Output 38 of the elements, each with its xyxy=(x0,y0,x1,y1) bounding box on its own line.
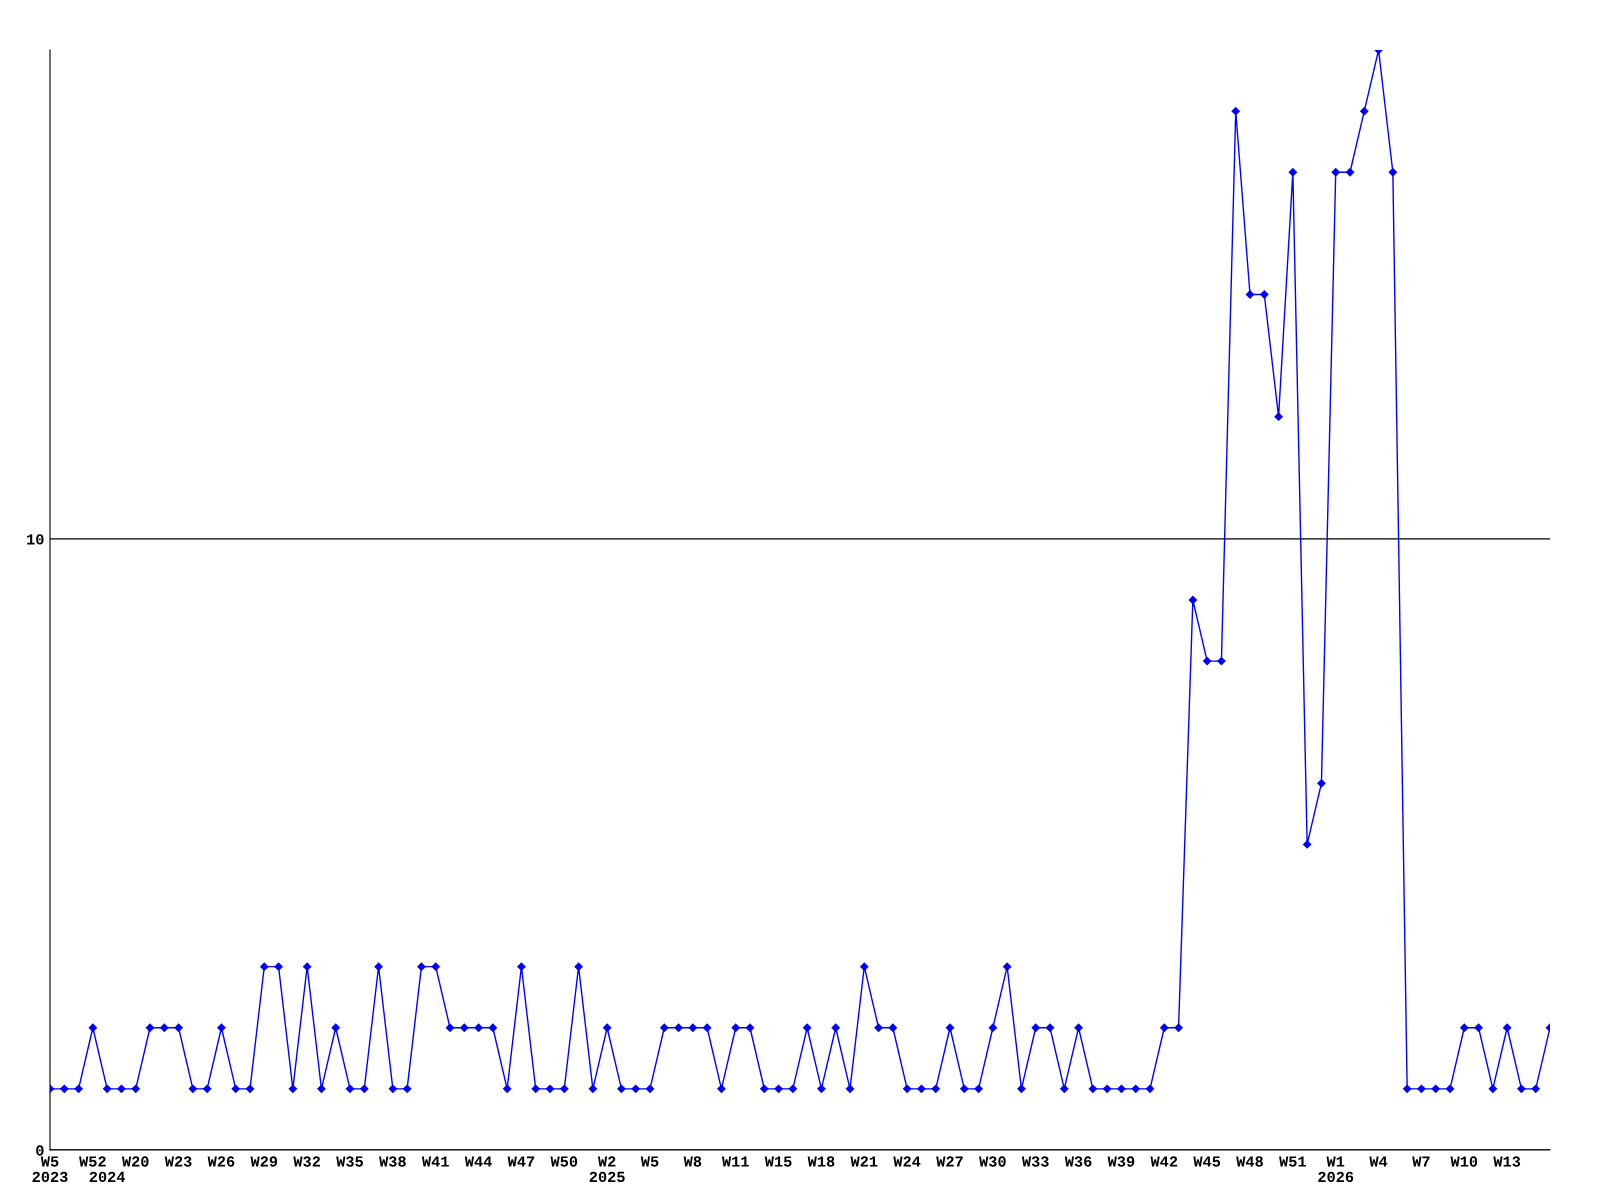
x-tick-label: W50 xyxy=(550,1156,578,1167)
x-tick-label: W45 xyxy=(1193,1156,1221,1167)
x-tick-label: W21 xyxy=(850,1156,878,1167)
x-tick-label: W5 xyxy=(640,1156,659,1167)
x-tick-label: W11 xyxy=(721,1156,749,1167)
x-tick-label: W44 xyxy=(464,1156,492,1167)
x-tick-label: W39 xyxy=(1107,1156,1135,1167)
x-tick-label: W38 xyxy=(379,1156,406,1167)
x-tick-label: W24 xyxy=(893,1156,921,1167)
x-tick-label: W30 xyxy=(979,1156,1006,1167)
x-tick-label: W27 xyxy=(936,1156,963,1167)
x-tick-label: W29 xyxy=(250,1156,278,1167)
y-tick-label: 10 xyxy=(27,534,44,545)
x-tick-label: W15 xyxy=(764,1156,792,1167)
x-tick-label: W10 xyxy=(1450,1156,1478,1167)
x-tick-label: W23 xyxy=(164,1156,192,1167)
x-tick-label: W47 xyxy=(507,1156,535,1167)
x-tick-label: 2024 xyxy=(89,1171,126,1183)
x-tick-label: W20 xyxy=(121,1156,149,1167)
x-tick-label: W33 xyxy=(1021,1156,1049,1167)
x-tick-label: W5 2023 xyxy=(32,1156,68,1183)
x-tick-label: W36 xyxy=(1064,1156,1092,1167)
x-tick-label: W32 xyxy=(293,1156,320,1167)
x-tick-label: W26 xyxy=(207,1156,235,1167)
x-tick-label: W1 2026 xyxy=(1318,1156,1354,1183)
x-tick-label: W18 xyxy=(807,1156,835,1167)
x-tick-label: W52 xyxy=(79,1156,106,1167)
x-tick-label: W8 xyxy=(683,1156,702,1167)
y-tick-label: 0 xyxy=(36,1145,44,1156)
x-tick-label: W13 xyxy=(1493,1156,1521,1167)
x-tick-label: W48 xyxy=(1236,1156,1263,1167)
x-tick-label: W7 xyxy=(1412,1156,1430,1167)
x-tick-label: W42 xyxy=(1150,1156,1178,1167)
x-tick-label: W2 2025 xyxy=(589,1156,625,1183)
x-tick-label: W51 xyxy=(1279,1156,1306,1167)
x-tick-label: W35 xyxy=(336,1156,363,1167)
x-tick-label: W41 xyxy=(421,1156,449,1167)
x-tick-label: W4 xyxy=(1369,1156,1388,1167)
